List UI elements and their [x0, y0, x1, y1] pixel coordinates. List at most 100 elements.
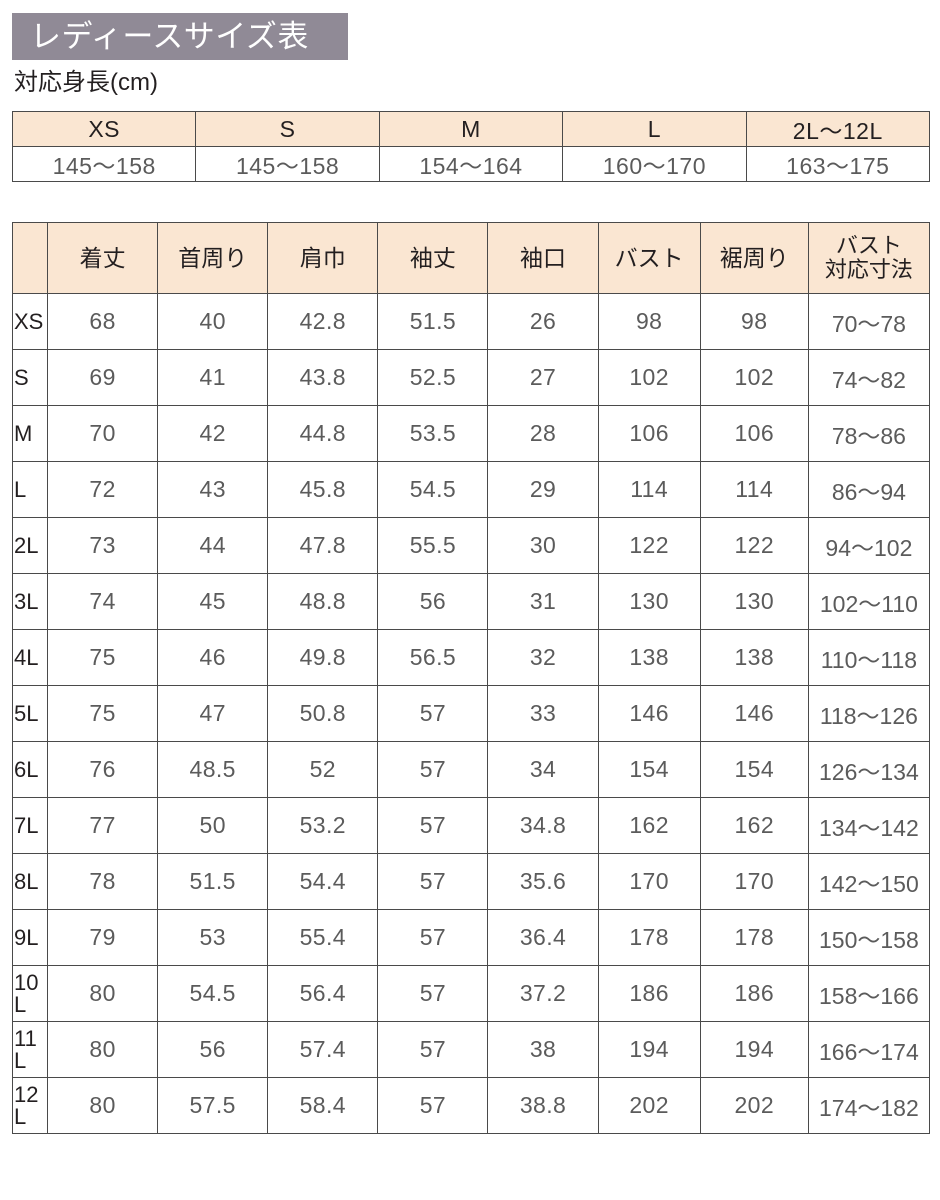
measurement-cell-bust: 146 [597, 685, 701, 742]
measurement-cell-katahaba: 58.4 [267, 1077, 379, 1134]
measurement-cell-bust: 154 [597, 741, 701, 798]
row-size-label: 6L [11, 741, 49, 798]
measurement-cell-sodeguchi: 34 [487, 741, 599, 798]
measurement-cell-bust: 130 [597, 573, 701, 630]
measurement-cell-kitake: 80 [47, 1021, 159, 1078]
measurement-cell-bust: 186 [597, 965, 701, 1022]
measurement-cell-kubimawari: 50 [157, 797, 269, 854]
table-row: 4L 75 46 49.8 56.5 32 138 138 110〜118 [11, 629, 931, 686]
measurement-cell-sodetake: 57 [377, 797, 489, 854]
corresponding-height-table: XS S M L 2L〜12L 145〜158 145〜158 154〜164 160〜170… [11, 111, 931, 182]
measurement-cell-sodetake: 56 [377, 573, 489, 630]
measurement-cell-kubimawari: 48.5 [157, 741, 269, 798]
measurement-cell-susomawari: 146 [699, 685, 809, 742]
measurement-column-header: バスト 対応寸法 [807, 222, 931, 294]
measurement-cell-kitake: 68 [47, 293, 159, 350]
measurement-cell-bust-range: 102〜110 [807, 573, 931, 630]
height-size-header: L [562, 111, 747, 147]
measurement-cell-katahaba: 47.8 [267, 517, 379, 574]
measurement-cell-kubimawari: 54.5 [157, 965, 269, 1022]
height-size-header: XS [11, 111, 197, 147]
measurement-cell-bust-range: 158〜166 [807, 965, 931, 1022]
table-row: XS 68 40 42.8 51.5 26 98 98 70〜78 [11, 293, 931, 350]
measurement-cell-susomawari: 186 [699, 965, 809, 1022]
measurement-table-body: XS 68 40 42.8 51.5 26 98 98 70〜78 S 69 41 43.8 52.5 27… [11, 293, 931, 1134]
measurement-cell-sodeguchi: 31 [487, 573, 599, 630]
measurement-cell-kitake: 80 [47, 1077, 159, 1134]
measurement-cell-katahaba: 54.4 [267, 853, 379, 910]
height-range-cell: 145〜158 [11, 146, 197, 182]
measurement-cell-bust-range: 74〜82 [807, 349, 931, 406]
table-row: 2L 73 44 47.8 55.5 30 122 122 94〜102 [11, 517, 931, 574]
page-title-banner: レディースサイズ表 [12, 13, 348, 60]
row-size-label: 3L [11, 573, 49, 630]
measurement-cell-kubimawari: 41 [157, 349, 269, 406]
measurement-column-header: 肩巾 [267, 222, 379, 294]
height-table-caption: 対応身長(cm) [14, 69, 158, 96]
measurement-cell-katahaba: 50.8 [267, 685, 379, 742]
measurement-cell-kitake: 80 [47, 965, 159, 1022]
measurement-cell-bust-range: 174〜182 [807, 1077, 931, 1134]
measurement-cell-katahaba: 56.4 [267, 965, 379, 1022]
measurement-cell-kubimawari: 45 [157, 573, 269, 630]
measurement-column-header: 首周り [157, 222, 269, 294]
measurement-cell-susomawari: 202 [699, 1077, 809, 1134]
measurement-cell-katahaba: 42.8 [267, 293, 379, 350]
measurement-cell-katahaba: 57.4 [267, 1021, 379, 1078]
measurement-cell-sodetake: 57 [377, 1077, 489, 1134]
measurement-cell-kitake: 70 [47, 405, 159, 462]
measurement-cell-sodeguchi: 33 [487, 685, 599, 742]
row-size-label: 12L [11, 1077, 49, 1134]
row-size-label: 10L [11, 965, 49, 1022]
measurement-corner-cell [11, 222, 49, 294]
measurement-cell-susomawari: 138 [699, 629, 809, 686]
measurement-cell-kitake: 75 [47, 685, 159, 742]
table-row: S 69 41 43.8 52.5 27 102 102 74〜82 [11, 349, 931, 406]
measurement-cell-sodeguchi: 26 [487, 293, 599, 350]
row-size-label: 9L [11, 909, 49, 966]
measurement-cell-sodetake: 54.5 [377, 461, 489, 518]
measurement-cell-sodeguchi: 35.6 [487, 853, 599, 910]
measurement-cell-kitake: 69 [47, 349, 159, 406]
measurement-cell-kitake: 77 [47, 797, 159, 854]
measurement-cell-susomawari: 162 [699, 797, 809, 854]
measurement-cell-susomawari: 122 [699, 517, 809, 574]
measurement-cell-katahaba: 49.8 [267, 629, 379, 686]
height-table-header-row: XS S M L 2L〜12L [11, 111, 931, 147]
measurement-cell-sodetake: 57 [377, 965, 489, 1022]
measurement-cell-susomawari: 194 [699, 1021, 809, 1078]
measurement-cell-katahaba: 43.8 [267, 349, 379, 406]
measurement-cell-susomawari: 130 [699, 573, 809, 630]
height-range-cell: 154〜164 [378, 146, 564, 182]
measurement-cell-kitake: 72 [47, 461, 159, 518]
table-row: 6L 76 48.5 52 57 34 154 154 126〜134 [11, 741, 931, 798]
measurement-cell-sodetake: 56.5 [377, 629, 489, 686]
measurement-cell-kitake: 76 [47, 741, 159, 798]
measurement-cell-bust: 170 [597, 853, 701, 910]
row-size-label: M [11, 405, 49, 462]
measurement-column-header: 袖口 [487, 222, 599, 294]
table-row: 12L 80 57.5 58.4 57 38.8 202 202 174〜182 [11, 1077, 931, 1134]
measurement-cell-susomawari: 102 [699, 349, 809, 406]
measurement-cell-bust: 194 [597, 1021, 701, 1078]
row-size-label: 11L [11, 1021, 49, 1078]
measurement-cell-sodetake: 57 [377, 741, 489, 798]
table-row: L 72 43 45.8 54.5 29 114 114 86〜94 [11, 461, 931, 518]
row-size-label: 7L [11, 797, 49, 854]
measurement-cell-bust-range: 78〜86 [807, 405, 931, 462]
measurement-cell-katahaba: 52 [267, 741, 379, 798]
measurement-cell-sodeguchi: 37.2 [487, 965, 599, 1022]
table-row: 8L 78 51.5 54.4 57 35.6 170 170 142〜150 [11, 853, 931, 910]
measurement-cell-sodeguchi: 30 [487, 517, 599, 574]
measurement-cell-sodeguchi: 32 [487, 629, 599, 686]
measurement-cell-sodetake: 52.5 [377, 349, 489, 406]
measurement-cell-susomawari: 98 [699, 293, 809, 350]
row-size-label: 2L [11, 517, 49, 574]
measurement-cell-bust: 138 [597, 629, 701, 686]
table-row: 10L 80 54.5 56.4 57 37.2 186 186 158〜166 [11, 965, 931, 1022]
measurement-cell-kubimawari: 44 [157, 517, 269, 574]
table-row: 11L 80 56 57.4 57 38 194 194 166〜174 [11, 1021, 931, 1078]
measurement-cell-bust: 102 [597, 349, 701, 406]
measurement-cell-bust-range: 110〜118 [807, 629, 931, 686]
table-row: 9L 79 53 55.4 57 36.4 178 178 150〜158 [11, 909, 931, 966]
